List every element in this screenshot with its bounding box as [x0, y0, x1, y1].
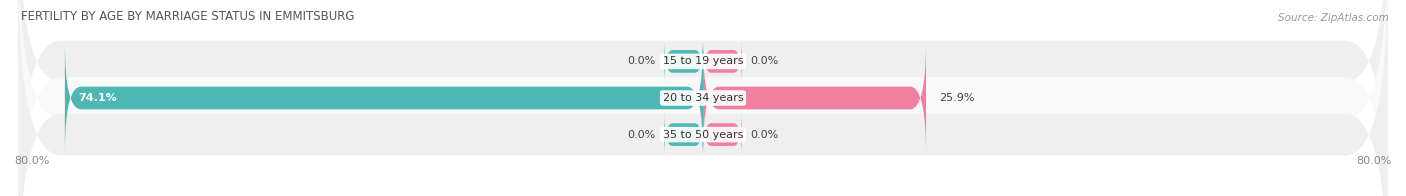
FancyBboxPatch shape [703, 41, 927, 155]
Text: FERTILITY BY AGE BY MARRIAGE STATUS IN EMMITSBURG: FERTILITY BY AGE BY MARRIAGE STATUS IN E… [21, 10, 354, 23]
FancyBboxPatch shape [18, 0, 1388, 196]
Text: 15 to 19 years: 15 to 19 years [662, 56, 744, 66]
Text: 20 to 34 years: 20 to 34 years [662, 93, 744, 103]
Text: 25.9%: 25.9% [939, 93, 974, 103]
Text: 0.0%: 0.0% [627, 130, 655, 140]
Text: 35 to 50 years: 35 to 50 years [662, 130, 744, 140]
Text: 80.0%: 80.0% [14, 156, 49, 166]
FancyBboxPatch shape [703, 39, 742, 84]
FancyBboxPatch shape [18, 0, 1388, 196]
Text: 0.0%: 0.0% [751, 56, 779, 66]
FancyBboxPatch shape [664, 112, 703, 157]
FancyBboxPatch shape [703, 112, 742, 157]
FancyBboxPatch shape [65, 41, 703, 155]
Text: Source: ZipAtlas.com: Source: ZipAtlas.com [1278, 13, 1389, 23]
Text: 80.0%: 80.0% [1357, 156, 1392, 166]
FancyBboxPatch shape [18, 0, 1388, 196]
Text: 0.0%: 0.0% [751, 130, 779, 140]
FancyBboxPatch shape [664, 39, 703, 84]
Text: 74.1%: 74.1% [77, 93, 117, 103]
Text: 0.0%: 0.0% [627, 56, 655, 66]
